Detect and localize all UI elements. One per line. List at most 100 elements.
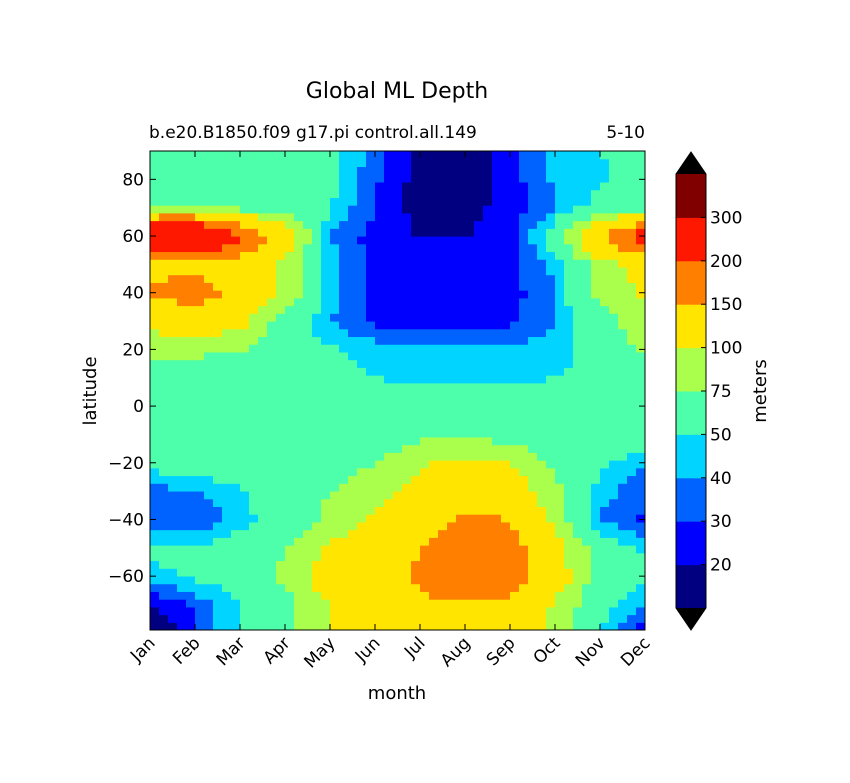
- heatmap-cell: [591, 436, 601, 446]
- heatmap-cell: [447, 320, 457, 330]
- heatmap-cell: [222, 398, 232, 407]
- heatmap-cell: [465, 475, 475, 484]
- heatmap-cell: [384, 344, 394, 353]
- heatmap-cell: [159, 529, 169, 538]
- heatmap-cell: [555, 351, 565, 361]
- heatmap-cell: [582, 498, 592, 507]
- heatmap-cell: [609, 205, 619, 214]
- heatmap-cell: [393, 521, 403, 531]
- heatmap-cell: [159, 251, 169, 260]
- heatmap-cell: [168, 266, 178, 276]
- heatmap-cell: [213, 274, 223, 283]
- heatmap-cell: [609, 290, 619, 299]
- heatmap-cell: [492, 460, 502, 469]
- heatmap-cell: [159, 552, 169, 562]
- heatmap-cell: [474, 305, 484, 314]
- heatmap-cell: [294, 537, 304, 546]
- heatmap-cell: [618, 490, 628, 500]
- heatmap-cell: [501, 452, 511, 461]
- heatmap-cell: [195, 521, 205, 531]
- heatmap-cell: [150, 181, 160, 191]
- heatmap-cell: [582, 181, 592, 191]
- heatmap-cell: [384, 537, 394, 546]
- heatmap-cell: [393, 305, 403, 314]
- heatmap-cell: [195, 514, 205, 523]
- heatmap-cell: [375, 560, 385, 569]
- heatmap-cell: [321, 220, 331, 229]
- heatmap-cell: [366, 436, 376, 446]
- heatmap-cell: [393, 606, 403, 616]
- heatmap-cell: [573, 359, 583, 368]
- heatmap-cell: [447, 545, 457, 554]
- heatmap-cell: [618, 467, 628, 477]
- heatmap-cell: [285, 181, 295, 191]
- heatmap-cell: [600, 205, 610, 214]
- heatmap-cell: [474, 583, 484, 592]
- heatmap-cell: [204, 475, 214, 484]
- heatmap-cell: [510, 313, 520, 322]
- heatmap-cell: [357, 498, 367, 507]
- heatmap-cell: [591, 444, 601, 453]
- heatmap-cell: [591, 297, 601, 307]
- heatmap-cell: [465, 421, 475, 430]
- heatmap-cell: [339, 444, 349, 453]
- heatmap-cell: [249, 575, 259, 585]
- heatmap-cell: [591, 398, 601, 407]
- heatmap-cell: [348, 429, 358, 438]
- heatmap-cell: [402, 413, 412, 423]
- heatmap-cell: [240, 189, 250, 198]
- heatmap-cell: [168, 591, 178, 600]
- heatmap-cell: [330, 235, 340, 245]
- heatmap-cell: [618, 166, 628, 175]
- heatmap-cell: [168, 552, 178, 562]
- heatmap-cell: [213, 568, 223, 577]
- heatmap-cell: [564, 205, 574, 214]
- heatmap-cell: [312, 452, 322, 461]
- heatmap-cell: [537, 151, 547, 160]
- heatmap-cell: [204, 336, 214, 345]
- heatmap-cell: [411, 205, 421, 214]
- heatmap-cell: [339, 529, 349, 538]
- heatmap-cell: [537, 235, 547, 245]
- heatmap-cell: [564, 529, 574, 538]
- heatmap-cell: [348, 151, 358, 160]
- heatmap-cell: [627, 483, 637, 492]
- heatmap-cell: [636, 336, 645, 345]
- heatmap-cell: [501, 405, 511, 415]
- heatmap-cell: [447, 375, 457, 384]
- heatmap-cell: [582, 220, 592, 229]
- heatmap-cell: [609, 514, 619, 523]
- heatmap-cell: [375, 158, 385, 168]
- heatmap-cell: [276, 583, 286, 592]
- heatmap-cell: [222, 460, 232, 469]
- heatmap-cell: [195, 583, 205, 592]
- heatmap-cell: [348, 506, 358, 515]
- heatmap-cell: [420, 483, 430, 492]
- heatmap-cell: [258, 521, 268, 531]
- heatmap-cell: [564, 405, 574, 415]
- heatmap-cell: [258, 305, 268, 314]
- heatmap-cell: [249, 436, 259, 446]
- heatmap-cell: [204, 529, 214, 538]
- heatmap-cell: [267, 243, 277, 253]
- heatmap-cell: [465, 266, 475, 276]
- heatmap-cell: [357, 189, 367, 198]
- heatmap-cell: [519, 328, 529, 338]
- heatmap-cell: [546, 599, 556, 608]
- heatmap-cell: [618, 336, 628, 345]
- heatmap-cell: [429, 328, 439, 338]
- heatmap-cell: [366, 351, 376, 361]
- heatmap-cell: [582, 599, 592, 608]
- heatmap-cell: [483, 506, 493, 515]
- heatmap-cell: [537, 545, 547, 554]
- heatmap-cell: [420, 545, 430, 554]
- heatmap-cell: [177, 251, 187, 260]
- heatmap-cell: [249, 305, 259, 314]
- heatmap-cell: [240, 235, 250, 245]
- heatmap-cell: [312, 220, 322, 229]
- heatmap-cell: [501, 591, 511, 600]
- heatmap-cell: [438, 158, 448, 168]
- heatmap-cell: [492, 606, 502, 616]
- heatmap-cell: [501, 336, 511, 345]
- heatmap-cell: [177, 537, 187, 546]
